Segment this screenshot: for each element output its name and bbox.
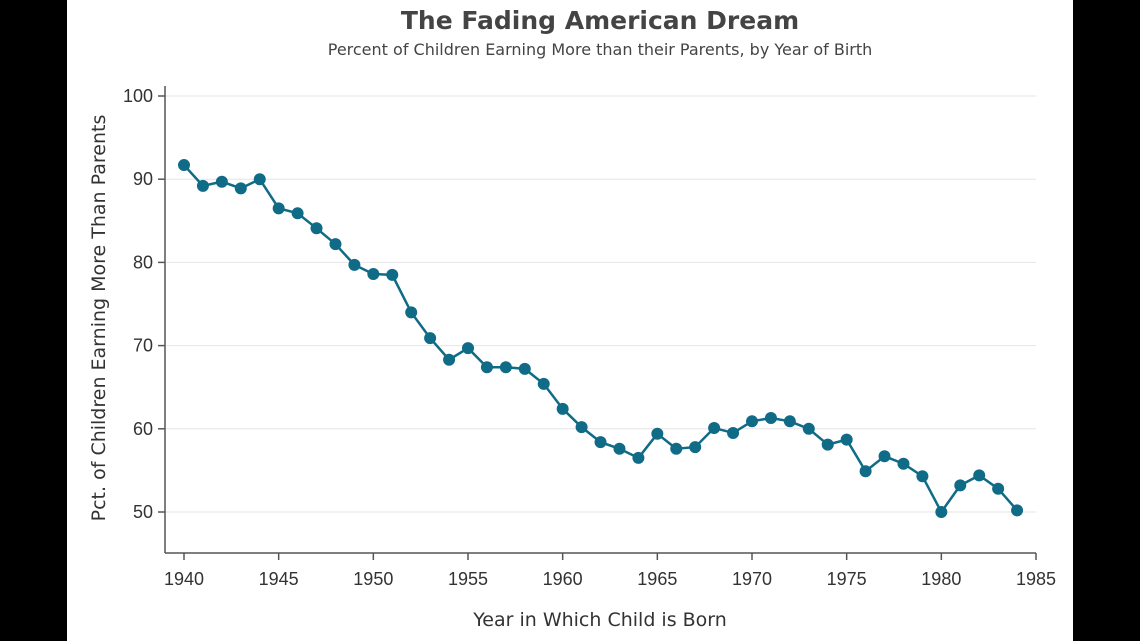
series-line [183, 164, 1019, 515]
x-tick-label: 1965 [637, 569, 677, 589]
data-point-1982 [973, 469, 986, 482]
x-tick-label: 1975 [827, 569, 867, 589]
data-point-1943 [234, 182, 247, 195]
data-point-1962 [594, 436, 607, 449]
data-point-1966 [670, 442, 683, 455]
y-tick-label: 50 [133, 502, 153, 522]
data-point-1971 [764, 411, 777, 424]
data-point-1954 [443, 353, 456, 366]
y-tick-label: 100 [123, 86, 153, 106]
data-point-1969 [727, 426, 740, 439]
x-tick-label: 1950 [353, 569, 393, 589]
data-point-1968 [708, 421, 721, 434]
data-point-1946 [291, 207, 304, 220]
data-point-1970 [746, 415, 758, 428]
data-point-1980 [935, 506, 948, 518]
data-point-1941 [196, 179, 209, 192]
data-point-1984 [1011, 504, 1024, 517]
data-point-1944 [253, 173, 266, 186]
data-point-1964 [632, 451, 645, 464]
data-point-1940 [178, 159, 190, 172]
y-tick-label: 70 [133, 336, 153, 356]
data-point-1948 [329, 238, 342, 251]
data-point-1974 [821, 438, 834, 451]
data-point-1972 [783, 415, 796, 428]
y-axis-label: Pct. of Children Earning More Than Paren… [88, 115, 110, 522]
x-tick-label: 1955 [448, 569, 488, 589]
data-point-1949 [348, 258, 361, 271]
data-point-1956 [480, 361, 493, 374]
x-tick-label: 1945 [259, 569, 299, 589]
data-point-1961 [575, 421, 588, 434]
data-point-1965 [651, 427, 664, 440]
x-axis-label: Year in Which Child is Born [472, 609, 727, 631]
data-point-1951 [386, 268, 399, 281]
data-point-1963 [613, 442, 626, 455]
chart-title: The Fading American Dream [401, 6, 799, 35]
y-tick-label: 60 [133, 419, 153, 439]
data-point-1983 [992, 482, 1005, 495]
line-chart: The Fading American Dream Percent of Chi… [88, 6, 1056, 631]
data-point-1953 [424, 332, 437, 345]
data-point-1942 [215, 175, 228, 188]
data-point-1955 [462, 342, 474, 355]
data-point-1960 [556, 402, 569, 415]
data-point-1967 [689, 441, 702, 454]
x-tick-label: 1970 [732, 569, 772, 589]
data-points [178, 159, 1024, 518]
data-point-1945 [272, 202, 285, 215]
x-ticks: 1940 1945 1950 1955 1960 1965 1970 1975 1980 1985 [164, 553, 1056, 589]
x-tick-label: 1985 [1016, 569, 1056, 589]
y-ticks: 50 60 70 80 90 100 [123, 86, 165, 522]
chart-subtitle: Percent of Children Earning More than th… [328, 40, 873, 59]
data-point-1947 [310, 222, 323, 235]
data-point-1959 [537, 377, 550, 390]
y-tick-label: 80 [133, 252, 153, 272]
data-point-1981 [954, 479, 967, 492]
data-point-1958 [518, 362, 531, 375]
data-point-1976 [859, 465, 872, 478]
data-point-1950 [367, 268, 380, 281]
data-point-1975 [840, 433, 853, 446]
y-tick-label: 90 [133, 169, 153, 189]
data-point-1977 [878, 450, 891, 463]
gridlines [165, 95, 1036, 513]
data-point-1979 [916, 470, 929, 483]
data-point-1952 [405, 306, 418, 319]
data-point-1978 [897, 457, 910, 470]
chart-panel: The Fading American Dream Percent of Chi… [67, 0, 1073, 641]
data-point-1973 [802, 422, 815, 435]
data-point-1957 [499, 361, 512, 374]
x-tick-label: 1960 [543, 569, 583, 589]
x-tick-label: 1980 [921, 569, 961, 589]
x-tick-label: 1940 [164, 569, 204, 589]
